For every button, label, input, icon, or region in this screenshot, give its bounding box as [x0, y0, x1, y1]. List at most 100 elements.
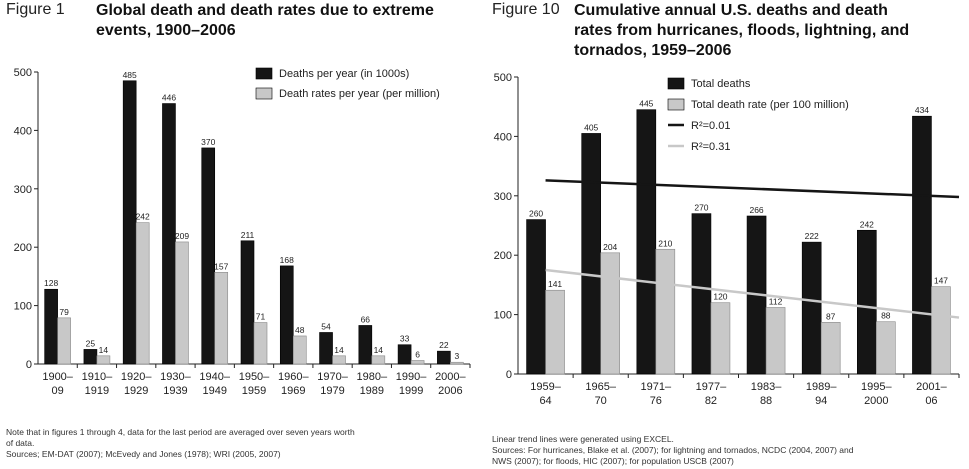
x-tick-label: 1977– — [696, 381, 727, 393]
x-tick-label: 2000 — [864, 395, 888, 407]
legend-label: Death rates per year (per million) — [279, 88, 440, 100]
data-label: 147 — [934, 276, 948, 286]
legend-label: R²=0.31 — [691, 141, 730, 153]
x-tick-label: 1999 — [399, 385, 423, 397]
x-tick-label: 1949 — [202, 385, 226, 397]
y-tick-label: 100 — [14, 301, 32, 313]
x-tick-label: 1959 — [242, 385, 266, 397]
bar — [96, 355, 111, 365]
figure-1-title: Global death and death rates due to extr… — [96, 2, 434, 39]
bar — [450, 361, 464, 365]
bar — [358, 325, 373, 365]
figure-10-title-line: Cumulative annual U.S. deaths and death — [574, 2, 888, 19]
bar — [44, 288, 58, 365]
figure-10-chart: 0 100 200 300 400 500 260 141 1959– 64 405 204 1965–… — [494, 72, 960, 407]
data-label: 79 — [59, 307, 69, 317]
x-tick-label: 1971– — [641, 381, 672, 393]
legend-label: Deaths per year (in 1000s) — [279, 68, 409, 80]
bar — [636, 109, 657, 375]
bar — [319, 332, 333, 365]
x-tick-label: 1939 — [163, 385, 187, 397]
x-tick-label: 1940– — [199, 371, 230, 383]
data-label: 434 — [915, 105, 929, 115]
data-label: 3 — [454, 351, 459, 361]
bar — [397, 344, 412, 365]
data-label: 54 — [321, 321, 331, 331]
x-tick-label: 06 — [925, 395, 937, 407]
y-tick-label: 0 — [26, 359, 32, 371]
data-label: 222 — [805, 231, 819, 241]
bar — [371, 355, 386, 365]
x-tick-label: 1990– — [396, 371, 427, 383]
bar — [57, 317, 71, 365]
data-label: 87 — [826, 311, 836, 321]
legend-swatch — [667, 77, 685, 90]
x-tick-label: 1929 — [124, 385, 148, 397]
x-tick-label: 1979 — [320, 385, 344, 397]
figure-10-note-line: Sources: For hurricanes, Blake et al. (2… — [492, 445, 854, 455]
bar — [581, 133, 601, 375]
legend-label: Total death rate (per 100 million) — [691, 99, 849, 111]
bar — [600, 252, 620, 375]
bar — [820, 322, 841, 375]
y-tick-label: 400 — [494, 131, 512, 143]
data-label: 22 — [439, 340, 449, 350]
data-label: 33 — [400, 334, 410, 344]
data-label: 405 — [584, 122, 598, 132]
legend-swatch — [255, 67, 273, 80]
bar — [876, 321, 896, 375]
y-tick-label: 400 — [14, 125, 32, 137]
data-label: 209 — [175, 231, 189, 241]
bar — [801, 241, 822, 375]
x-tick-label: 64 — [539, 395, 551, 407]
bar — [240, 240, 255, 365]
bar — [214, 272, 229, 365]
x-tick-label: 1900– — [42, 371, 73, 383]
x-tick-label: 88 — [760, 395, 772, 407]
figure-1-label: Figure 1 — [6, 1, 65, 18]
data-label: 88 — [881, 311, 891, 321]
figure-1-note-line: Sources; EM-DAT (2007); McEvedy and Jone… — [6, 449, 281, 459]
legend-swatch — [255, 87, 273, 100]
bar — [135, 222, 150, 365]
legend-label: R²=0.01 — [691, 120, 730, 132]
figure-10-notes: Linear trend lines were generated using … — [492, 434, 853, 467]
data-label: 66 — [361, 314, 371, 324]
bar — [912, 115, 932, 375]
data-label: 211 — [241, 230, 255, 240]
bar — [526, 219, 546, 375]
y-tick-label: 0 — [506, 369, 512, 381]
data-label: 128 — [44, 278, 58, 288]
figure-10-label: Figure 10 — [492, 1, 560, 18]
figure-1-notes: Note that in figures 1 through 4, data f… — [6, 427, 355, 460]
legend-swatch — [667, 98, 685, 111]
x-tick-label: 2006 — [438, 385, 462, 397]
y-tick-label: 200 — [14, 242, 32, 254]
bar — [410, 360, 425, 365]
x-tick-label: 1910– — [82, 371, 113, 383]
y-tick-label: 100 — [494, 310, 512, 322]
data-label: 270 — [694, 203, 708, 213]
x-tick-label: 1970– — [317, 371, 348, 383]
bar — [545, 289, 565, 375]
data-label: 14 — [334, 345, 344, 355]
x-tick-label: 09 — [52, 385, 64, 397]
figure-10-title-line: tornados, 1959–2006 — [574, 42, 732, 59]
bar — [292, 335, 307, 365]
bar — [253, 322, 268, 365]
x-tick-label: 1960– — [278, 371, 309, 383]
data-label: 48 — [295, 325, 305, 335]
data-label: 266 — [749, 205, 763, 215]
bar — [931, 286, 951, 375]
data-label: 242 — [136, 212, 150, 222]
figure-10-panel: Figure 10 Cumulative annual U.S. deaths … — [486, 0, 969, 469]
x-tick-label: 1969 — [281, 385, 305, 397]
bar — [332, 355, 346, 365]
data-label: 242 — [860, 219, 874, 229]
bar — [122, 80, 137, 365]
x-tick-label: 1920– — [121, 371, 152, 383]
y-tick-label: 300 — [494, 191, 512, 203]
figure-1-note-line: of data. — [6, 438, 35, 448]
bar — [710, 302, 731, 375]
legend-label: Total deaths — [691, 78, 751, 90]
